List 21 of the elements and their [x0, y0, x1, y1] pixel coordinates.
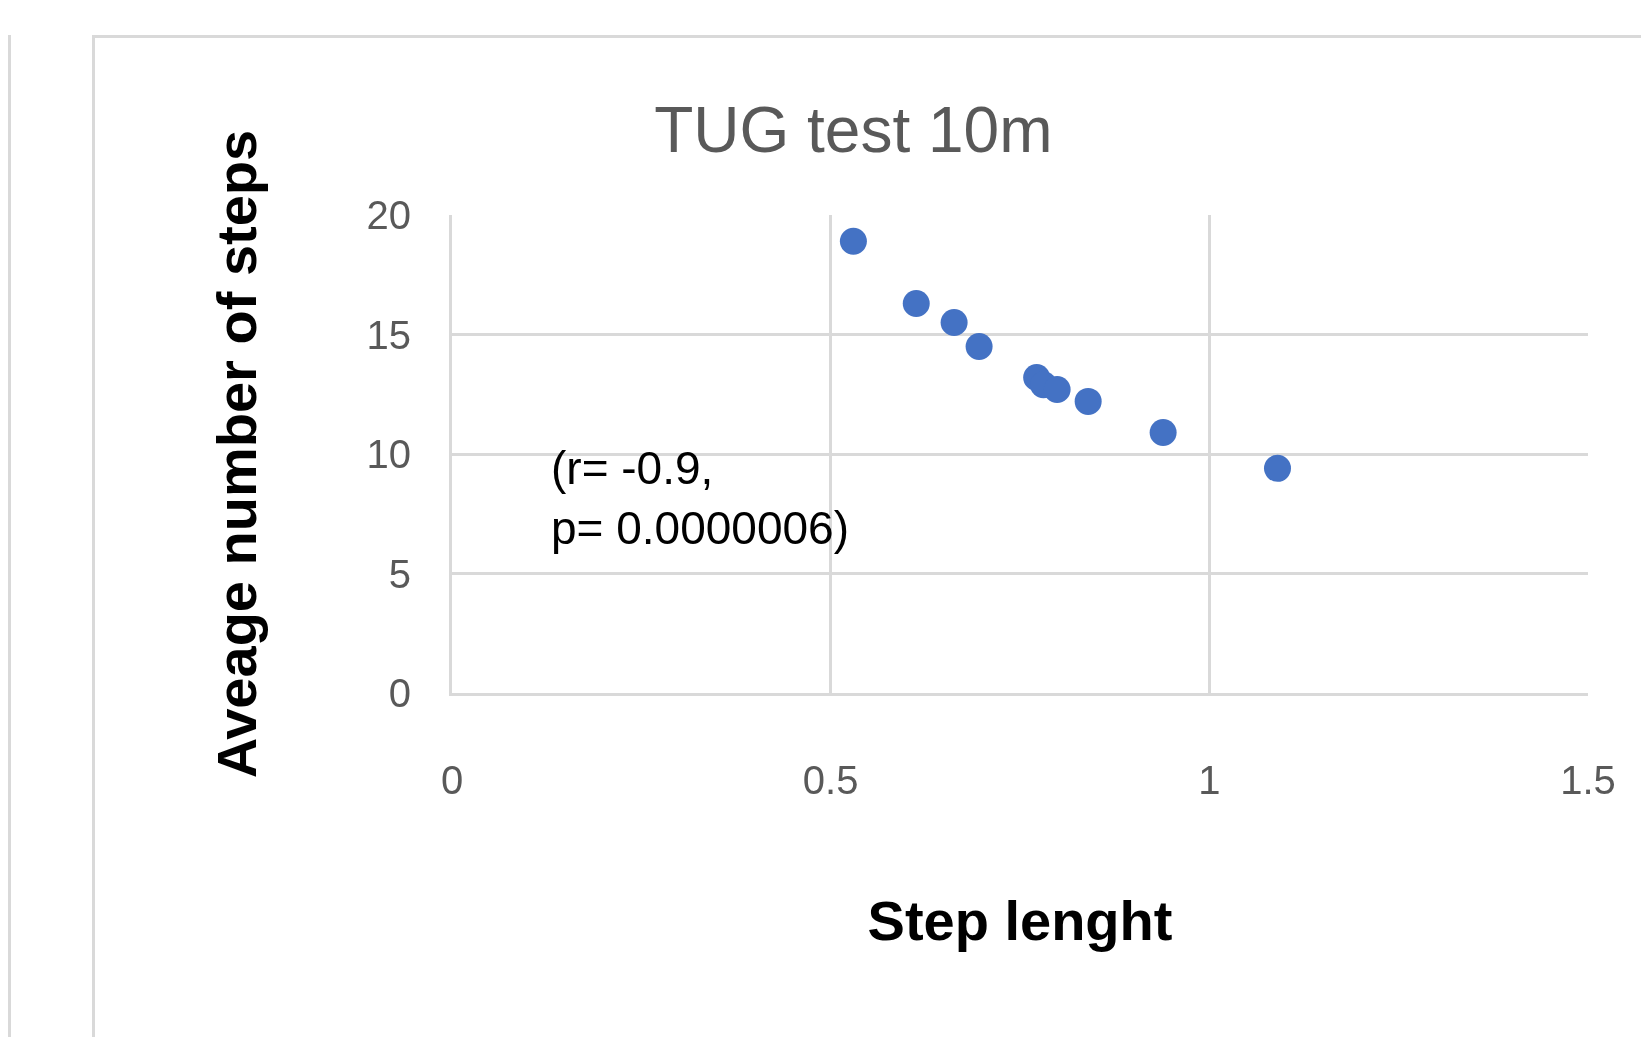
x-axis-title: Step lenght [867, 888, 1173, 952]
point [1074, 387, 1102, 415]
y-axis-title: Aveage number of steps [205, 129, 269, 779]
x-tick-label: 1 [1198, 758, 1221, 802]
chart-title: TUG test 10m [654, 94, 1053, 167]
x-tick-label: 1.5 [1560, 758, 1616, 802]
x-tick-label: 0.5 [802, 758, 859, 802]
point [940, 309, 968, 337]
x-tick-label: 0 [440, 758, 464, 802]
point [965, 332, 993, 360]
y-tick-label: 5 [388, 551, 411, 596]
point [1264, 454, 1291, 482]
y-tick-label: 20 [366, 193, 411, 237]
annotation: (r= -0.9, p= 0.0000006) [551, 442, 849, 554]
y-tick-label: 0 [388, 671, 411, 715]
point [1149, 418, 1177, 446]
y-tick-label: 10 [366, 432, 411, 476]
point [839, 227, 867, 255]
point [902, 289, 930, 317]
y-tick-label: 15 [366, 312, 411, 357]
point [1043, 375, 1071, 403]
